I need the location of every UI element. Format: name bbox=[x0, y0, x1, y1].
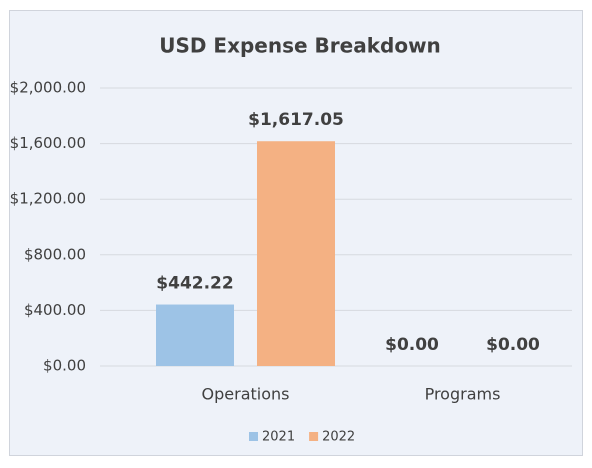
y-tick-label: $0.00 bbox=[43, 357, 86, 375]
legend-label: 2021 bbox=[262, 430, 295, 445]
data-label: $1,617.05 bbox=[248, 110, 344, 130]
y-tick-label: $2,000.00 bbox=[10, 79, 86, 97]
y-tick-label: $800.00 bbox=[24, 245, 86, 263]
x-tick-label: Operations bbox=[202, 385, 290, 404]
chart-title: USD Expense Breakdown bbox=[159, 34, 441, 58]
data-label: $0.00 bbox=[486, 335, 540, 355]
x-tick-label: Programs bbox=[425, 385, 501, 404]
legend-swatch bbox=[309, 432, 319, 441]
data-label: $0.00 bbox=[385, 335, 439, 355]
bar bbox=[156, 304, 234, 366]
bar bbox=[257, 141, 335, 366]
legend-swatch bbox=[249, 432, 258, 441]
y-tick-label: $400.00 bbox=[24, 301, 86, 319]
data-label: $442.22 bbox=[156, 274, 233, 294]
y-tick-label: $1,200.00 bbox=[10, 190, 86, 208]
legend-label: 2022 bbox=[322, 430, 355, 445]
y-tick-label: $1,600.00 bbox=[10, 134, 86, 152]
